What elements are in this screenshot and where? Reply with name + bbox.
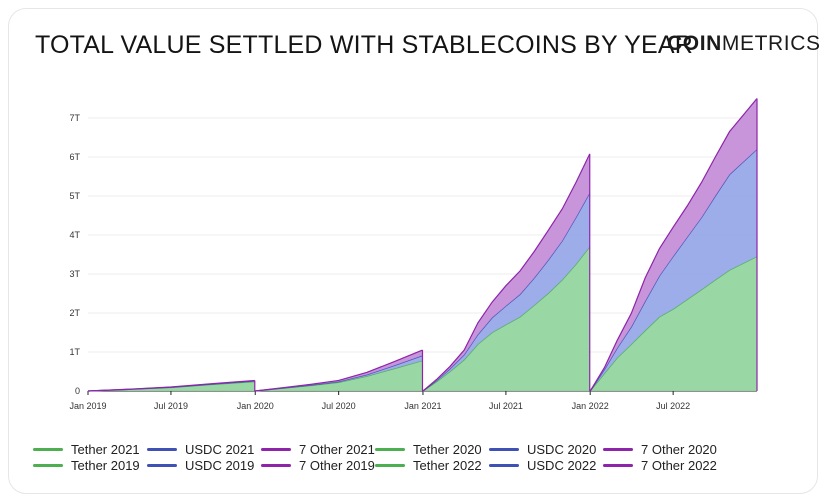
legend-label: 7 Other 2022 <box>641 458 717 473</box>
legend-swatch <box>375 448 405 451</box>
logo-text-light: METRICS <box>721 32 821 55</box>
legend-swatch <box>33 464 63 467</box>
x-tick-label: Jan 2020 <box>237 401 274 411</box>
y-tick-label: 1T <box>69 347 80 357</box>
area-usdc-2022 <box>590 149 757 391</box>
legend-label: USDC 2020 <box>527 442 597 457</box>
area-7-other-2022 <box>590 98 757 391</box>
legend-label: 7 Other 2019 <box>299 458 375 473</box>
legend-row: Tether 2019 USDC 2019 7 Other 2019 Tether 2… <box>33 458 793 473</box>
x-tick-label: Jan 2022 <box>572 401 609 411</box>
legend-item: Tether 2019 <box>33 458 147 473</box>
line-7-other-2019 <box>87 379 255 392</box>
legend-label: Tether 2020 <box>413 442 482 457</box>
y-tick-label: 4T <box>69 230 80 240</box>
y-tick-label: 3T <box>69 269 80 279</box>
legend-swatch <box>147 448 177 451</box>
coinmetrics-logo: COINMETRICS <box>667 32 821 56</box>
legend-swatch <box>261 448 291 451</box>
area-tether-2021 <box>422 246 590 391</box>
y-tick-label: 7T <box>69 113 80 123</box>
legend-label: Tether 2021 <box>71 442 140 457</box>
x-tick-label: Jul 2019 <box>154 401 188 411</box>
line-7-other-2022 <box>589 98 758 392</box>
legend-label: USDC 2021 <box>185 442 255 457</box>
legend-item: Tether 2022 <box>375 458 489 473</box>
legend-item: USDC 2019 <box>147 458 261 473</box>
y-tick-label: 2T <box>69 308 80 318</box>
legend-label: USDC 2022 <box>527 458 597 473</box>
x-tick-label: Jul 2022 <box>656 401 690 411</box>
x-tick-label: Jul 2020 <box>322 401 356 411</box>
legend-swatch <box>489 448 519 451</box>
legend-swatch <box>261 464 291 467</box>
area-tether-2020 <box>255 360 423 391</box>
x-tick-label: Jan 2021 <box>404 401 441 411</box>
legend-item: 7 Other 2021 <box>261 442 375 457</box>
area-tether-2019 <box>88 381 255 391</box>
x-tick-label: Jul 2021 <box>489 401 523 411</box>
legend-label: Tether 2022 <box>413 458 482 473</box>
legend-label: Tether 2019 <box>71 458 140 473</box>
legend-item: USDC 2021 <box>147 442 261 457</box>
x-tick-label: Jan 2019 <box>69 401 106 411</box>
logo-text-bold: COIN <box>667 32 722 55</box>
legend-row: Tether 2021 USDC 2021 7 Other 2021 Tether 2… <box>33 442 793 457</box>
legend-item: Tether 2021 <box>33 442 147 457</box>
line-7-other-2021 <box>422 153 591 392</box>
chart-legend: Tether 2021 USDC 2021 7 Other 2021 Tether 2… <box>33 442 793 474</box>
area-tether-2022 <box>590 256 757 391</box>
legend-swatch <box>147 464 177 467</box>
legend-item: 7 Other 2019 <box>261 458 375 473</box>
legend-item: Tether 2020 <box>375 442 489 457</box>
legend-swatch <box>603 464 633 467</box>
legend-swatch <box>489 464 519 467</box>
line-7-other-2020 <box>255 349 423 392</box>
legend-swatch <box>375 464 405 467</box>
y-tick-label: 5T <box>69 191 80 201</box>
legend-label: USDC 2019 <box>185 458 255 473</box>
legend-item: 7 Other 2022 <box>603 458 717 473</box>
y-tick-label: 6T <box>69 152 80 162</box>
legend-swatch <box>33 448 63 451</box>
legend-item: 7 Other 2020 <box>603 442 717 457</box>
legend-item: USDC 2022 <box>489 458 603 473</box>
legend-swatch <box>603 448 633 451</box>
y-tick-label: 0 <box>75 386 80 396</box>
legend-label: 7 Other 2020 <box>641 442 717 457</box>
chart-title: TOTAL VALUE SETTLED WITH STABLECOINS BY … <box>35 31 694 59</box>
legend-item: USDC 2020 <box>489 442 603 457</box>
legend-label: 7 Other 2021 <box>299 442 375 457</box>
